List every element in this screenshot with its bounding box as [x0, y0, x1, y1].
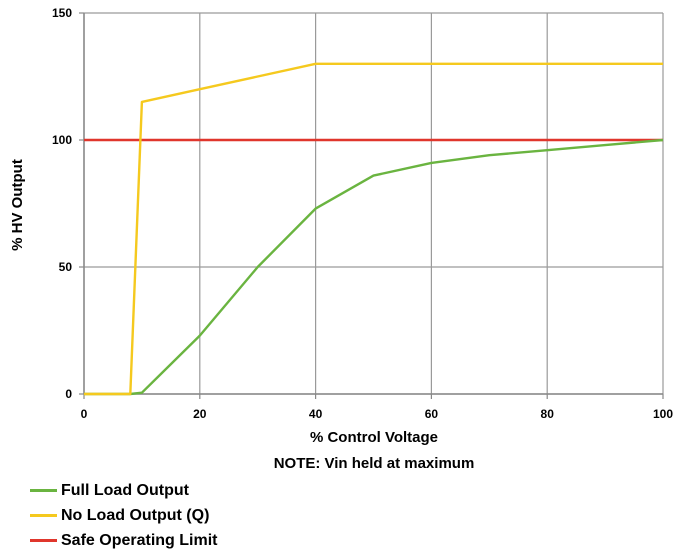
x-tick-labels: 0 20 40 60 80 100 [81, 407, 674, 421]
chart: 0 20 40 60 80 100 0 50 100 150 % Control Voltage… [9, 6, 674, 472]
x-tick-label: 60 [425, 407, 439, 421]
x-tick-label: 40 [309, 407, 323, 421]
y-tick-label: 0 [65, 387, 72, 401]
legend-label-full-load: Full Load Output [61, 481, 189, 499]
y-tick-label: 150 [52, 6, 72, 20]
legend-swatch-full-load [30, 489, 57, 492]
x-tick-label: 80 [541, 407, 555, 421]
legend-item-no-load: No Load Output (Q) [30, 503, 217, 528]
legend-label-no-load: No Load Output (Q) [61, 506, 210, 524]
legend-label-safe-limit: Safe Operating Limit [61, 531, 218, 549]
legend: Full Load Output No Load Output (Q) Safe… [30, 478, 217, 553]
y-tick-label: 50 [59, 260, 73, 274]
x-axis-title: % Control Voltage [310, 429, 438, 446]
series-line-full-load-output [84, 138, 664, 396]
series-line-no-load-output-q [84, 62, 663, 396]
y-tick-labels: 0 50 100 150 [52, 6, 72, 401]
y-tick-label: 100 [52, 133, 72, 147]
y-axis-title: % HV Output [9, 159, 26, 251]
legend-swatch-no-load [30, 514, 57, 517]
legend-swatch-safe-limit [30, 539, 57, 542]
series-lines [84, 62, 664, 396]
chart-note: NOTE: Vin held at maximum [274, 455, 475, 472]
legend-item-safe-limit: Safe Operating Limit [30, 528, 217, 553]
x-tick-label: 0 [81, 407, 88, 421]
grid [79, 12, 664, 399]
x-tick-label: 100 [653, 407, 673, 421]
x-tick-label: 20 [193, 407, 207, 421]
legend-item-full-load: Full Load Output [30, 478, 217, 503]
